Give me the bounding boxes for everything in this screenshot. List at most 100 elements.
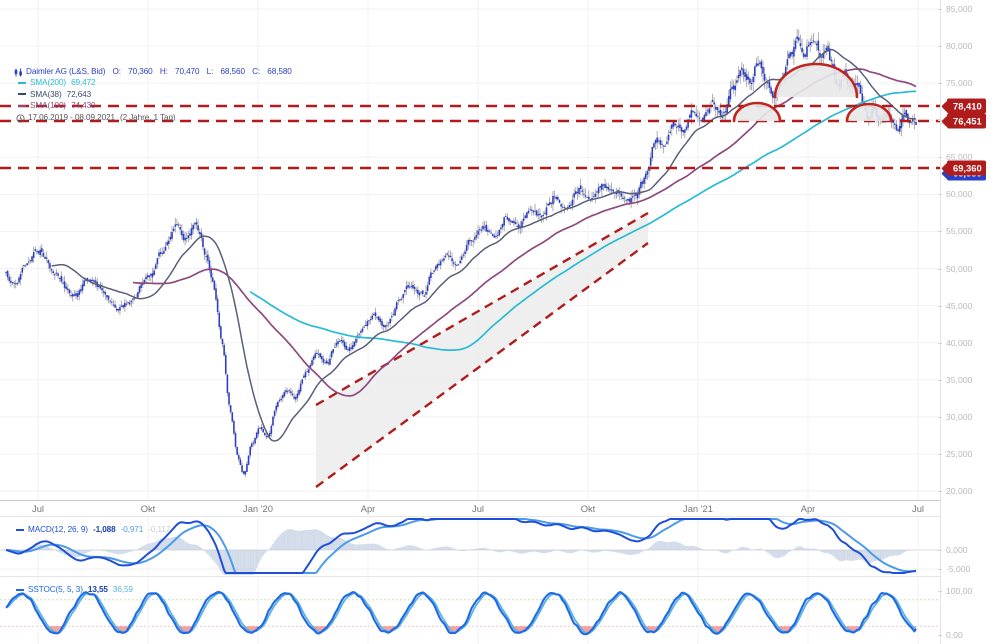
price-badge[interactable]: 76,451 — [941, 113, 986, 129]
sstoc-swatch-icon — [16, 588, 24, 591]
sma38-name: SMA(38) — [30, 89, 62, 99]
price-plot[interactable] — [0, 0, 940, 500]
open-value: 70,360 — [128, 67, 153, 76]
legend-instrument: Daimler AG (L&S, Bid) O: 70,360 H: 70,47… — [14, 66, 297, 77]
sstoc-panel[interactable] — [0, 577, 940, 644]
price-badge[interactable]: 78,410 — [941, 98, 986, 114]
price-badge[interactable]: 69,360 — [941, 160, 986, 176]
macd-plot[interactable] — [0, 517, 940, 575]
sstoc-name: SSTOC(5, 5, 3) — [28, 585, 83, 594]
sma100-name: SMA(100) — [30, 101, 67, 111]
macd-swatch-icon — [16, 528, 24, 531]
price-axis-label: 25,000 — [946, 448, 973, 459]
macd-axis-label: -5,000 — [946, 564, 971, 574]
legend-sma100[interactable]: SMA(100) 74,430 — [14, 100, 297, 111]
price-axis-label: 60,000 — [946, 189, 973, 200]
instrument-name: Daimler AG (L&S, Bid) — [26, 67, 106, 76]
subpanel-axis-tick — [938, 591, 942, 592]
legend-macd[interactable]: MACD(12, 26, 9) -1,088 -0,971 -0,117 — [16, 524, 170, 535]
sma200-value: 69,472 — [71, 78, 96, 88]
price-axis-label: 65,000 — [946, 152, 973, 163]
price-axis-tick — [938, 46, 942, 48]
price-axis-tick — [938, 120, 942, 122]
date-range-detail: (2 Jahre, 1 Tag) — [119, 112, 176, 122]
price-axis-label: 30,000 — [946, 411, 973, 422]
legend-sstoc[interactable]: SSTOC(5, 5, 3) 13,55 36,59 — [16, 584, 133, 595]
time-axis-label: Jul — [32, 503, 44, 514]
price-axis-tick — [938, 194, 942, 196]
macd-legend: MACD(12, 26, 9) -1,088 -0,971 -0,117 — [16, 524, 170, 535]
time-axis-label: Jul — [912, 503, 924, 514]
time-axis-label: Apr — [800, 503, 816, 514]
time-axis-label: Okt — [580, 503, 596, 514]
price-axis-label: 80,000 — [946, 41, 973, 52]
price-macd-separator — [0, 516, 940, 517]
price-axis-label: 45,000 — [946, 300, 973, 311]
close-value: 68,580 — [267, 67, 292, 76]
sma100-value: 74,430 — [71, 101, 96, 111]
price-axis-tick — [938, 379, 942, 381]
clock-icon — [16, 114, 25, 123]
price-axis-label: 55,000 — [946, 226, 973, 237]
price-axis-tick — [938, 342, 942, 344]
y-axis-line — [940, 0, 941, 644]
time-axis-label: Jul — [472, 503, 484, 514]
chart-legend: Daimler AG (L&S, Bid) O: 70,360 H: 70,47… — [14, 66, 297, 123]
time-axis-label: Apr — [360, 503, 376, 514]
price-axis-label: 50,000 — [946, 263, 973, 274]
date-range-text: 17.06.2019 - 08.09.2021 — [28, 112, 115, 122]
price-panel[interactable] — [0, 0, 940, 500]
price-axis-tick — [938, 416, 942, 418]
macd-panel[interactable] — [0, 517, 940, 575]
macd-value-2: -0,971 — [120, 525, 144, 534]
macd-value-3: -0,117 — [148, 525, 171, 534]
macd-axis-label: 0,000 — [946, 545, 968, 555]
legend-sma38[interactable]: SMA(38) 72,643 — [14, 89, 297, 100]
sma38-value: 72,643 — [66, 89, 92, 99]
sstoc-legend: SSTOC(5, 5, 3) 13,55 36,59 — [16, 584, 133, 595]
subpanel-axis-tick — [938, 550, 942, 551]
price-axis-tick — [938, 453, 942, 455]
low-value: 68,560 — [220, 67, 245, 76]
open-label: O: — [112, 67, 122, 76]
sstoc-plot[interactable] — [0, 577, 940, 644]
sma38-swatch-icon — [18, 93, 26, 96]
candlestick-icon — [14, 68, 23, 77]
sma200-name: SMA(200) — [30, 78, 67, 88]
low-label: L: — [206, 67, 214, 76]
time-axis-label: Jan '20 — [243, 503, 273, 514]
badge-pointer-icon — [941, 100, 953, 112]
macd-sstoc-separator — [0, 576, 940, 577]
close-label: C: — [252, 67, 261, 76]
legend-sma200[interactable]: SMA(200) 69,472 — [14, 77, 297, 88]
legend-date-range[interactable]: 17.06.2019 - 08.09.2021 (2 Jahre, 1 Tag) — [14, 112, 297, 123]
price-axis-label: 35,000 — [946, 374, 973, 385]
price-axis-tick — [938, 83, 942, 85]
price-axis-tick — [938, 491, 942, 492]
sma200-swatch-icon — [18, 82, 26, 85]
price-axis-tick — [938, 305, 942, 307]
sma100-swatch-icon — [18, 104, 26, 107]
sstoc-value-2: 36,59 — [112, 585, 133, 594]
price-axis-label: 85,000 — [946, 4, 973, 14]
high-label: H: — [159, 67, 168, 76]
sstoc-axis-label: 100,00 — [946, 586, 973, 596]
x-axis-line — [0, 500, 940, 501]
subpanel-axis-tick — [938, 635, 942, 636]
time-axis-label: Okt — [140, 503, 156, 514]
badge-pointer-icon — [941, 115, 953, 127]
subpanel-axis-tick — [938, 569, 942, 570]
macd-name: MACD(12, 26, 9) — [28, 525, 88, 534]
price-axis-label: 75,000 — [946, 78, 973, 89]
price-axis-tick — [938, 157, 942, 159]
high-value: 70,470 — [175, 67, 200, 76]
macd-value-1: -1,088 — [92, 525, 116, 534]
time-axis-label: Jan '21 — [683, 503, 713, 514]
price-axis-tick — [938, 268, 942, 270]
sstoc-value-1: 13,55 — [87, 585, 108, 594]
price-axis-tick — [938, 231, 942, 233]
sstoc-axis-label: 0,00 — [946, 630, 963, 640]
price-axis-tick — [938, 9, 942, 10]
price-axis-label: 20,000 — [946, 486, 973, 496]
